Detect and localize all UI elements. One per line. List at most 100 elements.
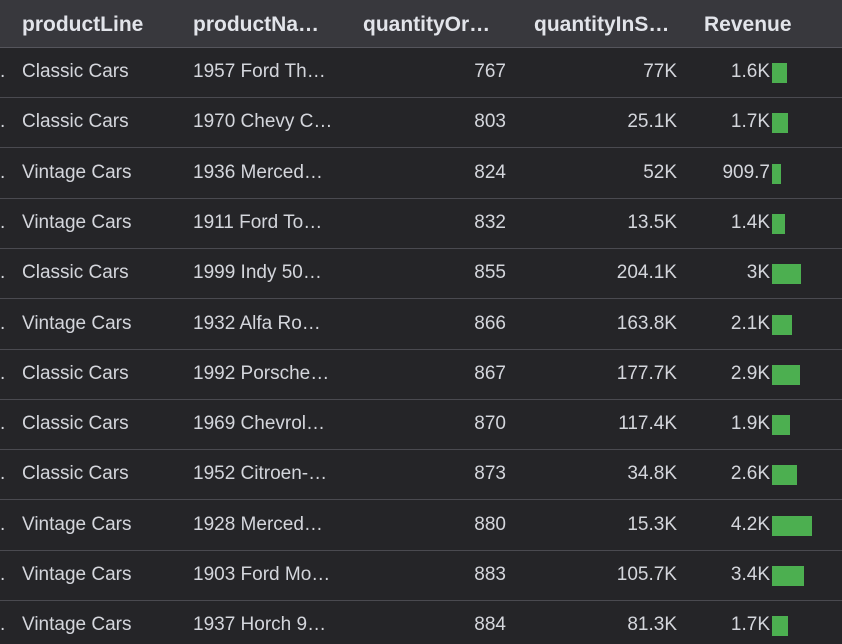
revenue-bar: [772, 113, 788, 134]
table-row[interactable]: . Vintage Cars 1936 Merced… 824 52K 909.7: [0, 149, 842, 199]
product-line-cell: Classic Cars: [22, 362, 129, 384]
column-header-revenue[interactable]: Revenue: [704, 13, 792, 36]
row-marker: .: [0, 463, 6, 485]
quantity-ordered-cell: 884: [474, 614, 506, 636]
revenue-cell: 1.7K: [730, 614, 770, 636]
product-name-cell: 1952 Citroen-…: [193, 463, 328, 485]
quantity-in-stock-cell: 13.5K: [627, 211, 677, 233]
row-marker: .: [0, 513, 6, 535]
table-row[interactable]: . Vintage Cars 1903 Ford Mo… 883 105.7K 3.4K: [0, 551, 842, 601]
quantity-in-stock-cell: 163.8K: [616, 312, 677, 334]
product-name-cell: 1928 Merced…: [193, 513, 323, 535]
revenue-bar: [772, 465, 797, 486]
revenue-bar: [772, 515, 812, 536]
quantity-ordered-cell: 824: [474, 161, 506, 183]
revenue-cell: 1.7K: [730, 111, 770, 133]
revenue-cell: 1.9K: [730, 413, 770, 435]
table-row[interactable]: . Vintage Cars 1932 Alfa Ro… 866 163.8K 2.1K: [0, 300, 842, 350]
product-line-cell: Vintage Cars: [22, 211, 132, 233]
quantity-in-stock-cell: 177.7K: [616, 362, 677, 384]
table-row[interactable]: . Classic Cars 1969 Chevrol… 870 117.4K 1.9K: [0, 400, 842, 451]
table-row[interactable]: . Vintage Cars 1937 Horch 9… 884 81.3K 1.7K: [0, 601, 842, 644]
row-marker: .: [0, 161, 6, 183]
quantity-ordered-cell: 870: [474, 413, 506, 435]
revenue-cell: 3.4K: [730, 564, 770, 585]
table-row[interactable]: . Classic Cars 1992 Porsche… 867 177.7K 2.9K: [0, 350, 842, 400]
row-marker: .: [0, 312, 6, 334]
table-row[interactable]: . Vintage Cars 1911 Ford To… 832 13.5K 1.4K: [0, 199, 842, 249]
quantity-ordered-cell: 873: [474, 463, 506, 485]
quantity-in-stock-cell: 105.7K: [616, 564, 677, 585]
revenue-cell: 2.6K: [730, 463, 770, 485]
revenue-bar: [772, 566, 804, 586]
column-header-quantity-ordered[interactable]: quantityOr…: [363, 13, 491, 36]
revenue-bar: [772, 364, 800, 385]
revenue-bar: [772, 314, 792, 335]
row-marker: .: [0, 211, 6, 233]
product-line-cell: Vintage Cars: [22, 564, 132, 585]
product-name-cell: 1911 Ford To…: [193, 211, 323, 233]
row-marker: .: [0, 111, 6, 133]
quantity-ordered-cell: 867: [474, 362, 506, 384]
quantity-ordered-cell: 803: [474, 111, 506, 133]
table-row[interactable]: . Vintage Cars 1928 Merced… 880 15.3K 4.2K: [0, 501, 842, 551]
row-marker: .: [0, 413, 6, 435]
revenue-cell: 4.2K: [730, 513, 770, 535]
table-row[interactable]: . Classic Cars 1952 Citroen-… 873 34.8K 2.6K: [0, 450, 842, 501]
product-name-cell: 1936 Merced…: [193, 161, 323, 183]
quantity-in-stock-cell: 52K: [643, 161, 677, 183]
product-name-cell: 1969 Chevrol…: [193, 413, 326, 435]
row-marker: .: [0, 362, 6, 384]
quantity-in-stock-cell: 34.8K: [627, 463, 677, 485]
row-marker: .: [0, 61, 6, 82]
quantity-in-stock-cell: 204.1K: [616, 262, 677, 284]
product-line-cell: Classic Cars: [22, 61, 129, 82]
quantity-ordered-cell: 880: [474, 513, 506, 535]
table-row[interactable]: . Classic Cars 1970 Chevy C… 803 25.1K 1.7K: [0, 98, 842, 149]
column-header-product-name[interactable]: productNa…: [193, 13, 319, 36]
product-line-cell: Vintage Cars: [22, 614, 132, 636]
revenue-cell: 1.4K: [730, 211, 770, 233]
quantity-in-stock-cell: 77K: [643, 61, 677, 82]
product-line-cell: Vintage Cars: [22, 161, 132, 183]
row-marker: .: [0, 564, 6, 585]
row-marker: .: [0, 614, 6, 636]
revenue-bar: [772, 616, 788, 637]
quantity-ordered-cell: 855: [474, 262, 506, 284]
revenue-cell: 909.7: [722, 161, 770, 183]
revenue-bar: [772, 63, 787, 83]
column-header-product-line[interactable]: productLine: [22, 13, 144, 36]
revenue-bar: [772, 264, 801, 285]
grid-header: productLine productNa… quantityOr… quant…: [0, 0, 842, 48]
product-name-cell: 1903 Ford Mo…: [193, 564, 331, 585]
quantity-in-stock-cell: 25.1K: [627, 111, 677, 133]
quantity-ordered-cell: 866: [474, 312, 506, 334]
product-name-cell: 1970 Chevy C…: [193, 111, 333, 133]
product-line-cell: Vintage Cars: [22, 312, 132, 334]
product-line-cell: Classic Cars: [22, 262, 129, 284]
product-line-cell: Vintage Cars: [22, 513, 132, 535]
column-header-quantity-in-stock[interactable]: quantityInS…: [534, 13, 670, 36]
product-name-cell: 1937 Horch 9…: [193, 614, 327, 636]
revenue-cell: 2.1K: [730, 312, 770, 334]
quantity-in-stock-cell: 15.3K: [627, 513, 677, 535]
revenue-cell: 1.6K: [730, 61, 770, 82]
product-name-cell: 1999 Indy 50…: [193, 262, 322, 284]
revenue-bar: [772, 213, 785, 234]
quantity-ordered-cell: 883: [474, 564, 506, 585]
revenue-cell: 2.9K: [730, 362, 770, 384]
product-line-cell: Classic Cars: [22, 463, 129, 485]
revenue-cell: 3K: [746, 262, 770, 284]
revenue-bar: [772, 163, 781, 184]
product-name-cell: 1957 Ford Th…: [193, 61, 326, 82]
quantity-in-stock-cell: 117.4K: [618, 413, 677, 435]
product-line-cell: Classic Cars: [22, 111, 129, 133]
quantity-ordered-cell: 832: [474, 211, 506, 233]
product-name-cell: 1992 Porsche…: [193, 362, 330, 384]
table-row[interactable]: . Classic Cars 1999 Indy 50… 855 204.1K 3K: [0, 249, 842, 300]
quantity-ordered-cell: 767: [474, 61, 506, 82]
product-name-cell: 1932 Alfa Ro…: [193, 312, 321, 334]
table-row[interactable]: . Classic Cars 1957 Ford Th… 767 77K 1.6K: [0, 48, 842, 98]
product-line-cell: Classic Cars: [22, 413, 129, 435]
